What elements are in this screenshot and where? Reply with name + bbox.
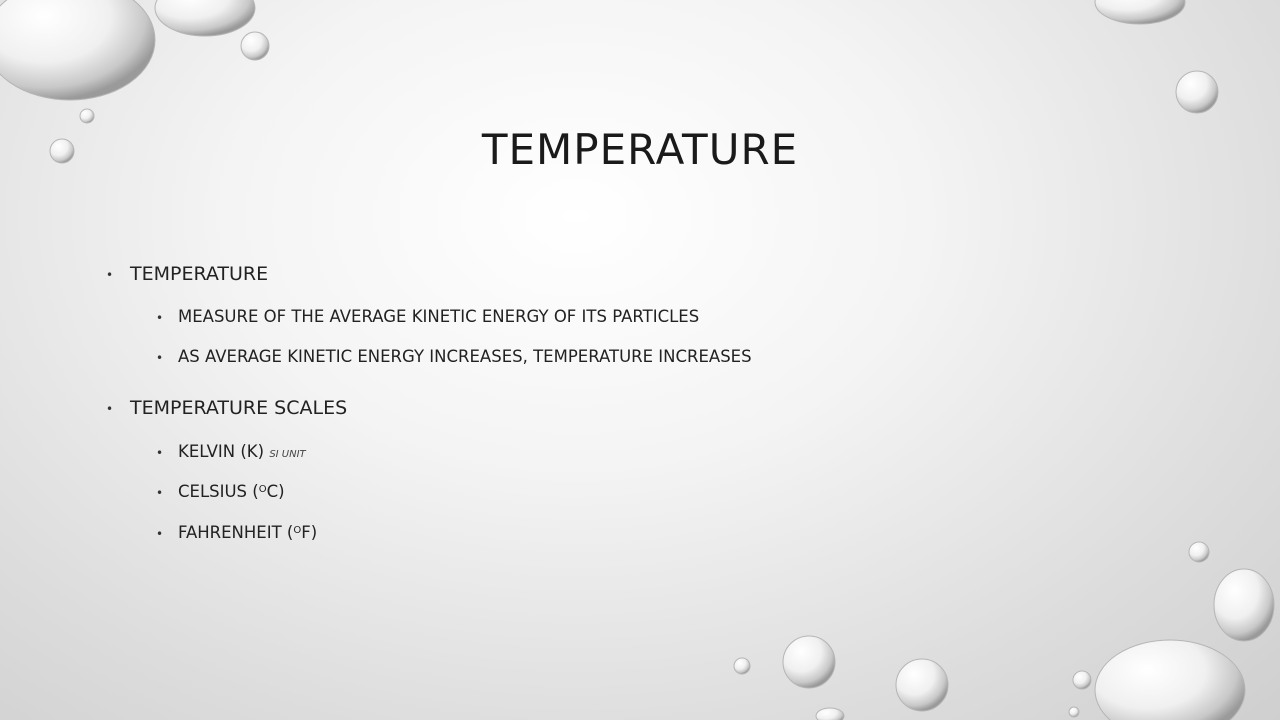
sub-bullet-measure: • MEASURE OF THE AVERAGE KINETIC ENERGY … — [156, 306, 700, 328]
sub-bullet-celsius: • CELSIUS (OC) — [156, 481, 285, 503]
drop — [1213, 568, 1275, 642]
celsius-pre: CELSIUS ( — [178, 482, 259, 501]
degree-mark: O — [293, 525, 302, 536]
drop — [154, 0, 256, 37]
fahrenheit-pre: FAHRENHEIT ( — [178, 523, 294, 542]
drop — [782, 635, 836, 689]
drop — [1175, 70, 1219, 114]
bullet-dot: • — [156, 486, 164, 500]
drop — [240, 31, 270, 61]
drop — [1188, 541, 1210, 563]
slide-title: TEMPERATURE — [481, 125, 799, 174]
bullet-dot: • — [156, 351, 164, 365]
bullet-dot: • — [156, 446, 164, 460]
drop — [79, 108, 95, 124]
bullet-dot: • — [156, 527, 164, 541]
bullet-temperature: • TEMPERATURE — [106, 262, 269, 286]
drop — [49, 138, 75, 164]
fahrenheit-post: F) — [301, 523, 318, 542]
bullet-text: TEMPERATURE SCALES — [130, 397, 348, 419]
degree-mark: O — [258, 484, 267, 495]
bullet-dot: • — [156, 311, 164, 325]
drop — [1068, 706, 1080, 718]
drop — [0, 0, 156, 101]
bullet-temperature-scales: • TEMPERATURE SCALES — [106, 396, 348, 420]
drop — [815, 707, 845, 720]
sub-bullet-kelvin: • KELVIN (K) SI UNIT — [156, 441, 306, 466]
bullet-text: AS AVERAGE KINETIC ENERGY INCREASES, TEM… — [178, 347, 752, 366]
bullet-text: KELVIN (K) — [178, 442, 265, 461]
bullet-dot: • — [106, 268, 114, 282]
bullet-text: TEMPERATURE — [130, 263, 269, 285]
drop — [1072, 670, 1092, 690]
drop — [1094, 639, 1246, 720]
sub-bullet-fahrenheit: • FAHRENHEIT (OF) — [156, 522, 318, 544]
drop — [1094, 0, 1186, 25]
drop — [895, 658, 949, 712]
kelvin-note: SI UNIT — [269, 449, 306, 460]
drop — [733, 657, 751, 675]
bullet-text: MEASURE OF THE AVERAGE KINETIC ENERGY OF… — [178, 307, 700, 326]
sub-bullet-increase: • AS AVERAGE KINETIC ENERGY INCREASES, T… — [156, 346, 752, 368]
bullet-dot: • — [106, 402, 114, 416]
celsius-post: C) — [266, 482, 285, 501]
